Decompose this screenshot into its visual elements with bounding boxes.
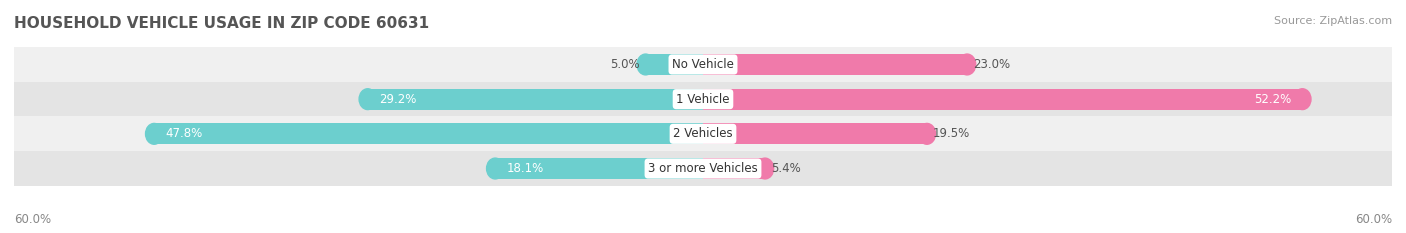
Ellipse shape — [756, 158, 773, 179]
Text: 23.0%: 23.0% — [973, 58, 1010, 71]
Bar — [155, 123, 703, 144]
Bar — [368, 89, 703, 110]
Text: Source: ZipAtlas.com: Source: ZipAtlas.com — [1274, 16, 1392, 26]
Ellipse shape — [486, 158, 503, 179]
Bar — [14, 116, 1392, 151]
Bar — [14, 82, 1392, 116]
Ellipse shape — [959, 54, 976, 75]
Text: 19.5%: 19.5% — [932, 127, 970, 140]
Bar — [703, 123, 927, 144]
Bar — [703, 158, 765, 179]
Text: 60.0%: 60.0% — [1355, 213, 1392, 226]
Text: 47.8%: 47.8% — [166, 127, 202, 140]
Text: 3 or more Vehicles: 3 or more Vehicles — [648, 162, 758, 175]
Bar — [703, 54, 967, 75]
Text: HOUSEHOLD VEHICLE USAGE IN ZIP CODE 60631: HOUSEHOLD VEHICLE USAGE IN ZIP CODE 6063… — [14, 16, 429, 31]
Bar — [703, 89, 1302, 110]
Text: 5.4%: 5.4% — [770, 162, 800, 175]
Ellipse shape — [359, 89, 377, 110]
Text: No Vehicle: No Vehicle — [672, 58, 734, 71]
Text: 1 Vehicle: 1 Vehicle — [676, 93, 730, 106]
Text: 29.2%: 29.2% — [380, 93, 416, 106]
Text: 52.2%: 52.2% — [1254, 93, 1291, 106]
Ellipse shape — [146, 123, 163, 144]
Text: 18.1%: 18.1% — [506, 162, 544, 175]
Text: 2 Vehicles: 2 Vehicles — [673, 127, 733, 140]
Ellipse shape — [1294, 89, 1310, 110]
Text: 60.0%: 60.0% — [14, 213, 51, 226]
Ellipse shape — [637, 54, 654, 75]
Ellipse shape — [918, 123, 935, 144]
Bar — [14, 151, 1392, 186]
Bar — [14, 47, 1392, 82]
Bar — [645, 54, 703, 75]
Text: 5.0%: 5.0% — [610, 58, 640, 71]
Bar — [495, 158, 703, 179]
